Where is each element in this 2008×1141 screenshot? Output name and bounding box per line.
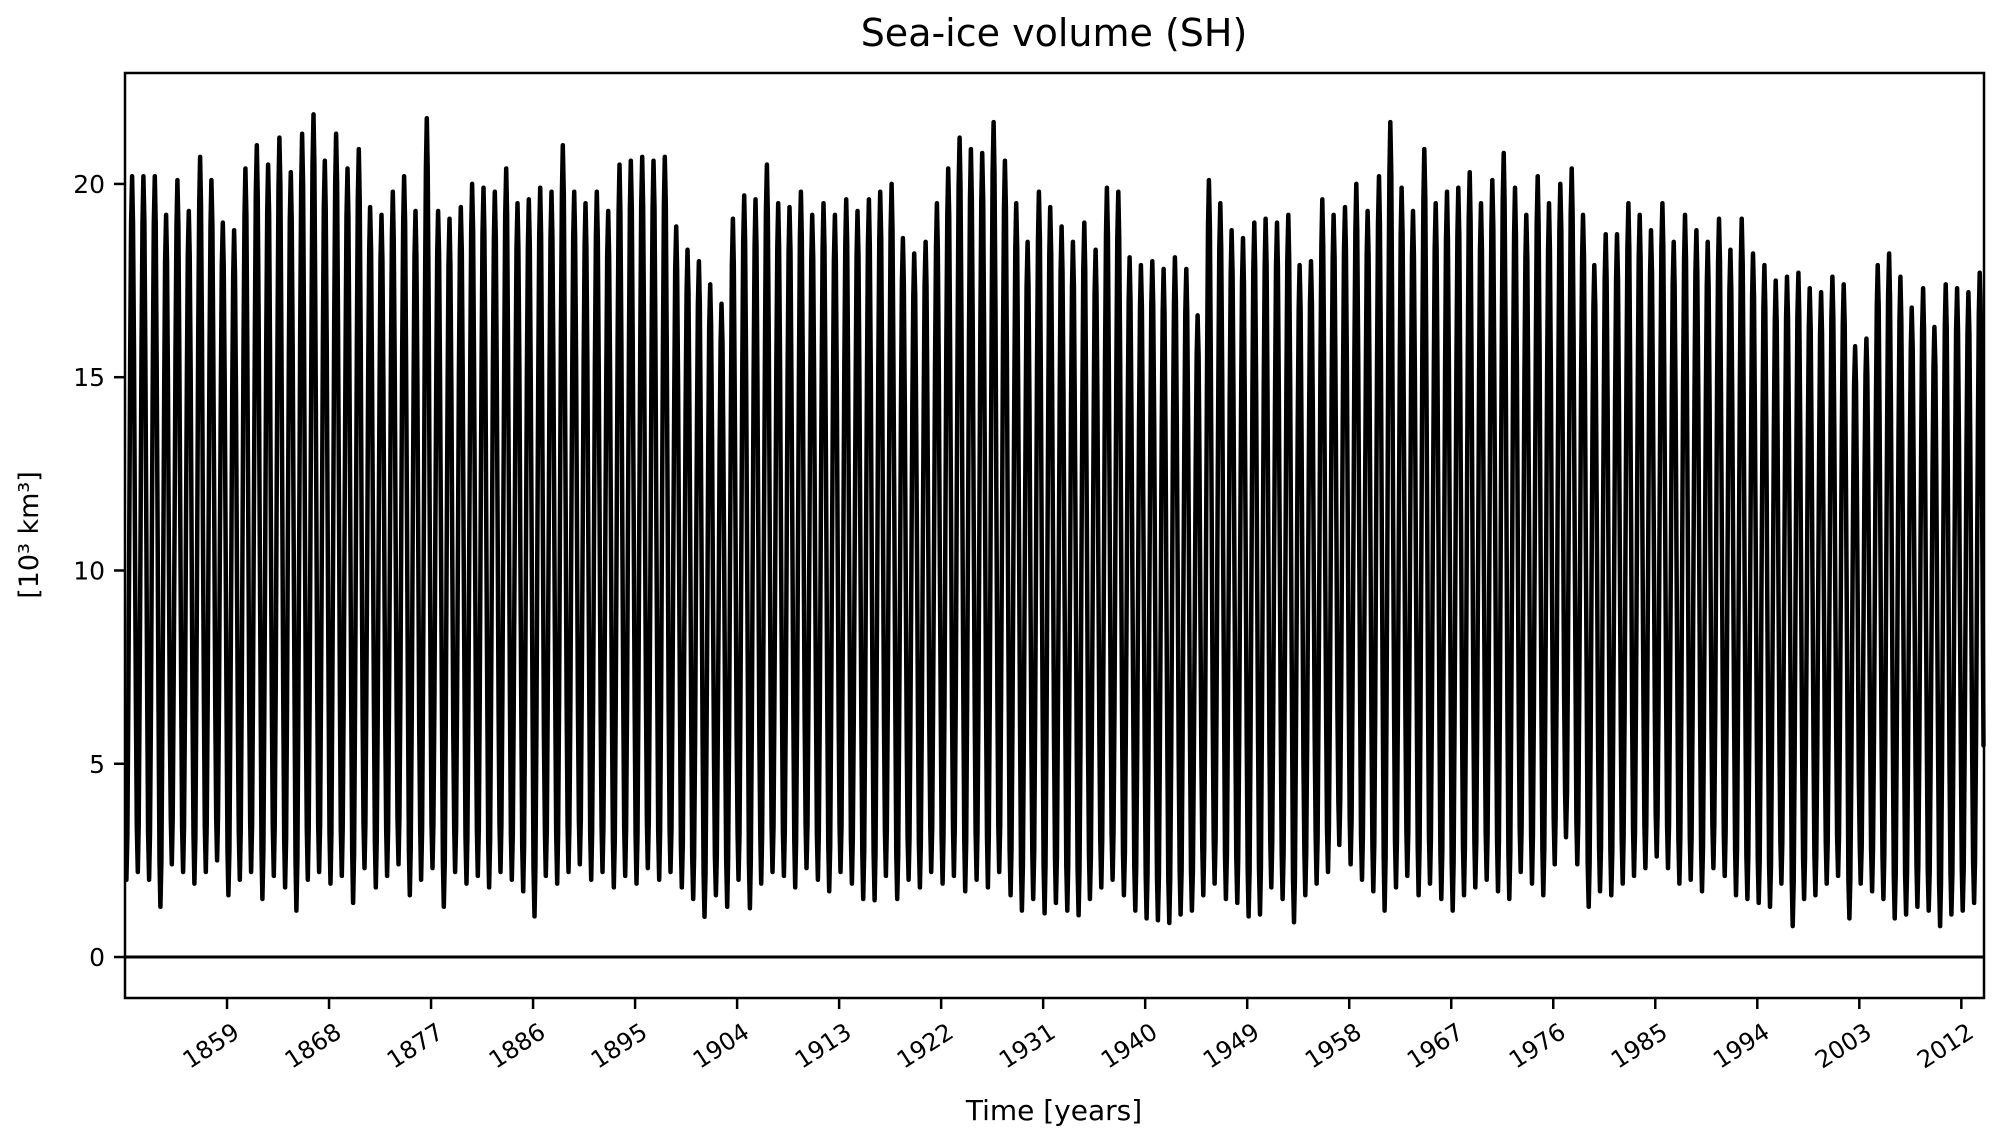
chart-title: Sea-ice volume (SH) bbox=[861, 11, 1248, 55]
x-tick-label: 1958 bbox=[1300, 1018, 1366, 1075]
x-tick-label: 1859 bbox=[178, 1018, 244, 1075]
x-tick-label: 1913 bbox=[790, 1018, 856, 1075]
x-tick-label: 1877 bbox=[382, 1018, 448, 1075]
x-tick-label: 1976 bbox=[1504, 1018, 1570, 1075]
x-tick-label: 1985 bbox=[1606, 1018, 1672, 1075]
y-tick-label: 20 bbox=[73, 170, 105, 199]
x-tick-label: 1904 bbox=[688, 1018, 754, 1075]
sea-ice-volume-line bbox=[124, 112, 1986, 929]
x-tick-label: 1886 bbox=[484, 1018, 550, 1075]
x-axis-label: Time [years] bbox=[965, 1094, 1142, 1127]
x-tick-label: 1940 bbox=[1096, 1018, 1162, 1075]
y-tick-label: 0 bbox=[89, 943, 105, 972]
y-axis-ticks: 0 5 10 15 20 bbox=[73, 170, 125, 972]
y-axis-label: [10³ km³] bbox=[14, 471, 45, 599]
x-tick-label: 2012 bbox=[1912, 1018, 1978, 1075]
y-tick-label: 5 bbox=[89, 750, 105, 779]
x-tick-label: 1922 bbox=[892, 1018, 958, 1075]
y-tick-label: 10 bbox=[73, 556, 105, 585]
x-tick-label: 1949 bbox=[1198, 1018, 1264, 1075]
x-tick-label: 1967 bbox=[1402, 1018, 1468, 1075]
plot-border bbox=[123, 71, 1986, 1000]
x-axis-ticks: 1859 1868 1877 1886 1895 1904 1913 1922 1931 1940… bbox=[178, 998, 1979, 1074]
x-tick-label: 1994 bbox=[1708, 1018, 1774, 1075]
x-tick-label: 1895 bbox=[586, 1018, 652, 1075]
x-tick-label: 1931 bbox=[994, 1018, 1060, 1075]
y-tick-label: 15 bbox=[73, 363, 105, 392]
x-tick-label: 2003 bbox=[1810, 1018, 1876, 1075]
x-tick-label: 1868 bbox=[280, 1018, 346, 1075]
